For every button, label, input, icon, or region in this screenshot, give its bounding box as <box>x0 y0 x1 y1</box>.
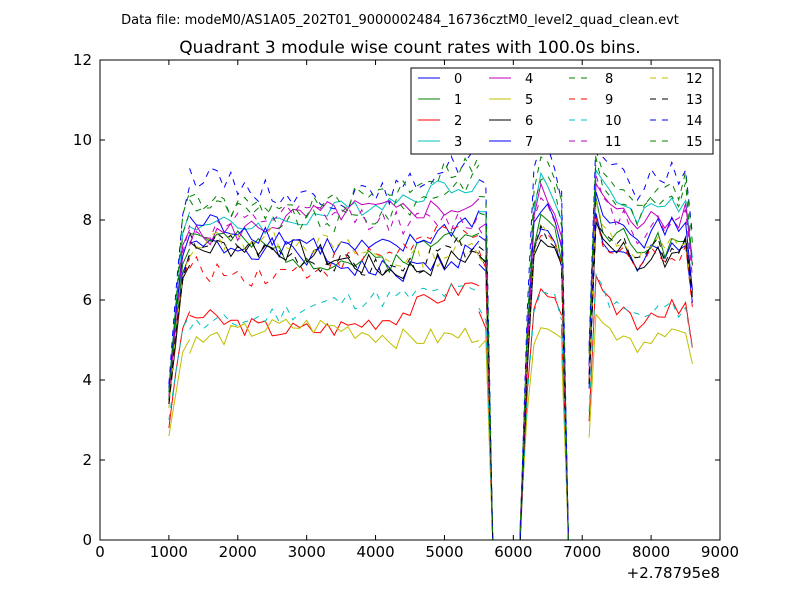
file-caption: Data file: modeM0/AS1A05_202T01_90000024… <box>121 13 679 28</box>
legend-label-7: 7 <box>525 135 533 150</box>
x-tick-label: 9000 <box>701 543 739 561</box>
x-tick-label: 3000 <box>288 543 326 561</box>
x-tick-label: 0 <box>95 543 105 561</box>
series-line-15 <box>168 149 693 541</box>
legend-label-14: 14 <box>686 114 703 129</box>
series-line-0 <box>168 213 693 541</box>
series-line-6 <box>168 221 693 541</box>
y-tick-label: 4 <box>82 371 92 389</box>
x-tick-label: 8000 <box>632 543 670 561</box>
x-tick-label: 2000 <box>219 543 257 561</box>
legend-label-8: 8 <box>605 72 613 87</box>
x-tick-label: 1000 <box>150 543 188 561</box>
x-tick-label: 7000 <box>563 543 601 561</box>
legend-label-15: 15 <box>686 135 703 150</box>
series-line-5 <box>168 313 693 541</box>
y-tick-label: 0 <box>82 531 92 549</box>
series-line-14 <box>168 137 693 541</box>
legend-label-10: 10 <box>605 114 622 129</box>
series-line-11 <box>168 174 693 541</box>
legend-label-13: 13 <box>686 93 703 108</box>
x-tick-label: 5000 <box>425 543 463 561</box>
legend-label-6: 6 <box>525 114 533 129</box>
y-tick-label: 12 <box>73 51 92 69</box>
series-line-9 <box>168 215 693 541</box>
x-offset-label: +2.78795e8 <box>627 564 720 582</box>
legend-label-1: 1 <box>454 93 462 108</box>
series-layer <box>168 137 693 541</box>
series-line-3 <box>168 168 693 541</box>
legend-label-3: 3 <box>454 135 462 150</box>
x-tick-label: 4000 <box>356 543 394 561</box>
y-tick-label: 2 <box>82 451 92 469</box>
y-tick-label: 8 <box>82 211 92 229</box>
axis-layer: 0 1000 2000 3000 4000 5000 6000 7000 8000 9000 0 2 4… <box>73 51 739 561</box>
x-tick-label: 6000 <box>494 543 532 561</box>
legend-label-5: 5 <box>525 93 533 108</box>
series-line-7 <box>168 191 693 541</box>
series-line-10 <box>168 272 693 541</box>
legend-label-0: 0 <box>454 72 462 87</box>
legend-box <box>410 67 714 155</box>
y-tick-label: 10 <box>73 131 92 149</box>
legend-label-9: 9 <box>605 93 613 108</box>
y-tick-label: 6 <box>82 291 92 309</box>
chart-title: Quadrant 3 module wise count rates with … <box>179 38 640 58</box>
legend-label-4: 4 <box>525 72 533 87</box>
series-line-2 <box>168 275 693 541</box>
legend-label-2: 2 <box>454 114 462 129</box>
legend-label-11: 11 <box>605 135 622 150</box>
legend-label-12: 12 <box>686 72 703 87</box>
